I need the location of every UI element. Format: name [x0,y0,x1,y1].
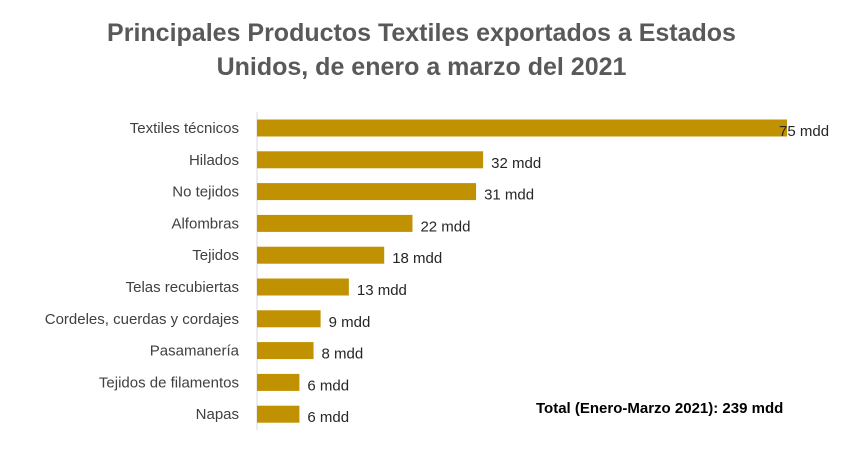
data-label: 18 mdd [392,250,442,267]
data-label: 75 mdd [779,123,829,140]
category-label: Textiles técnicos [130,120,239,137]
bar [257,119,787,137]
bar [257,151,484,169]
category-label: Hilados [189,152,239,169]
bar [257,405,300,423]
data-label: 32 mdd [491,155,541,172]
bar [257,278,349,296]
bar [257,246,385,264]
total-annotation: Total (Enero-Marzo 2021): 239 mdd [536,400,784,417]
category-label: Tejidos [192,247,239,264]
data-label: 9 mdd [329,314,371,331]
data-label: 6 mdd [307,377,349,394]
category-label: Pasamanería [150,343,240,360]
data-label: 13 mdd [357,282,407,299]
category-label: Cordeles, cuerdas y cordajes [45,311,239,328]
bar [257,183,477,201]
data-label: 31 mdd [484,187,534,204]
bar [257,342,314,360]
bar [257,373,300,391]
data-label: 22 mdd [420,218,470,235]
category-label: Telas recubiertas [126,279,239,296]
chart-title-line-2: Unidos, de enero a marzo del 2021 [216,53,627,81]
category-label: Napas [196,406,239,423]
bar [257,214,413,232]
chart-title-line-1: Principales Productos Textiles exportado… [107,19,736,47]
category-label: Tejidos de filamentos [99,374,239,391]
chart-title: Principales Productos Textiles exportado… [0,16,843,84]
bar [257,310,321,328]
category-label: No tejidos [172,184,239,201]
category-label: Alfombras [171,215,239,232]
data-label: 6 mdd [307,409,349,426]
data-label: 8 mdd [322,346,364,363]
